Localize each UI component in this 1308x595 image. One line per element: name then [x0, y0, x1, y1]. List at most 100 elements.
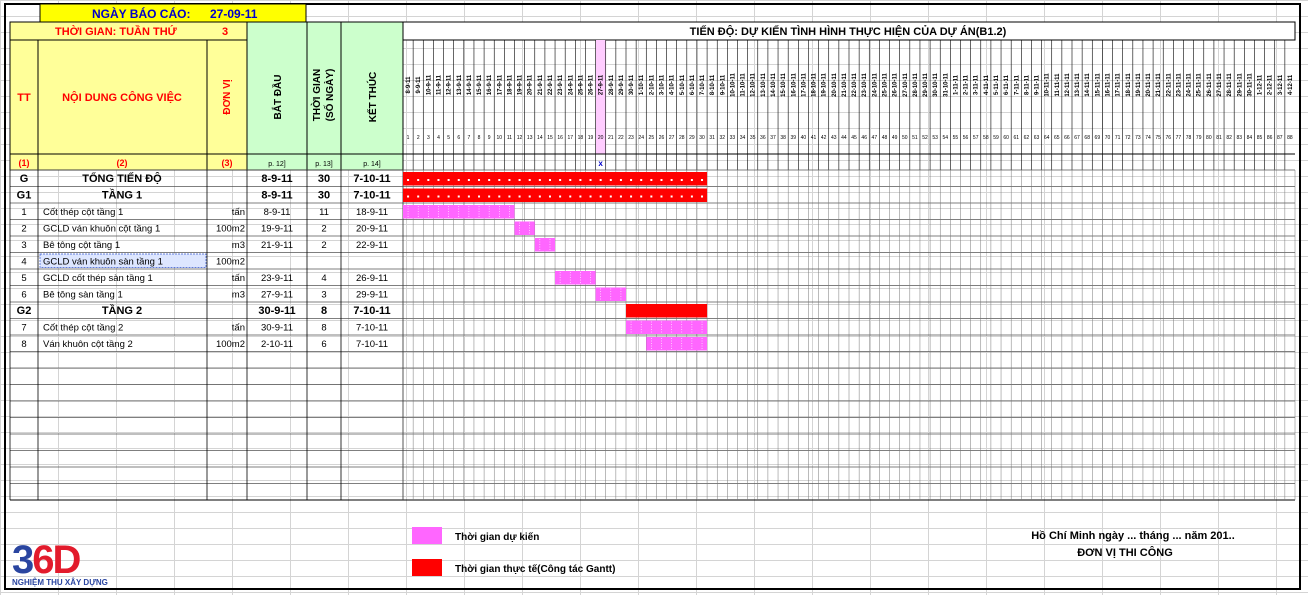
planned-bar — [646, 337, 708, 351]
day-index: 7 — [467, 135, 470, 141]
day-label: 10-9-11 — [426, 74, 432, 95]
actual-bar-dot — [589, 195, 592, 198]
cell-start: 30-9-11 — [258, 305, 295, 317]
cell-tt: 1 — [21, 207, 26, 218]
day-label: 14-10-11 — [771, 72, 777, 96]
day-label: 8-11-11 — [1024, 74, 1030, 95]
week-value: 3 — [222, 26, 228, 38]
day-label: 9-10-11 — [720, 74, 726, 95]
logo-mark-b: 6D — [32, 538, 81, 582]
actual-bar — [626, 304, 708, 318]
day-label: 17-11-11 — [1116, 73, 1122, 97]
day-index: 13 — [527, 135, 533, 141]
day-index: 47 — [872, 135, 878, 141]
day-index: 31 — [709, 135, 715, 141]
day-index: 73 — [1135, 135, 1141, 141]
day-label: 23-9-11 — [558, 74, 564, 95]
cell-end: 7-10-11 — [356, 339, 388, 350]
actual-bar-dot — [467, 195, 470, 198]
selected-cell[interactable] — [39, 253, 207, 268]
header-start: BẮT ĐẦU — [271, 75, 284, 120]
day-index: 38 — [780, 135, 786, 141]
day-index: 18 — [578, 135, 584, 141]
planned-bar — [514, 221, 535, 235]
index-row-left — [9, 153, 248, 171]
cell-unit: m3 — [232, 240, 245, 251]
day-index: 63 — [1034, 135, 1040, 141]
day-index: 35 — [750, 135, 756, 141]
cell-tt: G2 — [17, 305, 32, 317]
actual-bar-dot — [701, 179, 704, 181]
legend-planned-label: Thời gian dự kiến — [455, 531, 539, 543]
day-label: 26-11-11 — [1207, 73, 1213, 97]
cell-unit: 100m2 — [216, 257, 245, 268]
actual-bar-dot — [650, 179, 653, 181]
actual-bar-dot — [569, 195, 572, 198]
cell-tt: 8 — [21, 339, 26, 350]
day-index: 43 — [831, 135, 837, 141]
actual-bar-dot — [680, 195, 683, 198]
day-index: 15 — [547, 135, 553, 141]
day-label: 25-10-11 — [882, 72, 888, 96]
day-index: 33 — [730, 135, 736, 141]
cell-end: 18-9-11 — [356, 207, 388, 218]
actual-bar — [403, 172, 708, 186]
day-index: 21 — [608, 135, 614, 141]
day-label: 29-10-11 — [923, 72, 929, 96]
day-index: 77 — [1176, 135, 1182, 141]
cell-tt: G1 — [17, 190, 32, 202]
cell-tt: 5 — [21, 273, 26, 284]
day-index: 40 — [801, 135, 807, 141]
day-label: 18-11-11 — [1126, 73, 1132, 97]
cell-start: 8-9-11 — [264, 207, 291, 218]
cell-tt: 3 — [21, 240, 26, 251]
day-label: 28-9-11 — [609, 74, 615, 95]
actual-bar-dot — [701, 195, 704, 198]
day-label: 7-11-11 — [1014, 74, 1020, 95]
week-label: THỜI GIAN: TUẦN THỨ — [55, 25, 178, 38]
day-label: 22-9-11 — [548, 74, 554, 95]
legend-actual-label: Thời gian thực tế(Công tác Gantt) — [455, 563, 615, 575]
actual-bar-dot — [528, 195, 531, 198]
day-index: 11 — [507, 135, 512, 141]
index-1: (1) — [19, 158, 30, 168]
logo-mark: 36D — [12, 540, 112, 580]
day-label: 31-10-11 — [943, 72, 949, 96]
header-duration-2: (SỐ NGÀY) — [322, 69, 336, 122]
day-label: 22-10-11 — [852, 72, 858, 96]
day-label: 4-11-11 — [984, 74, 990, 95]
actual-bar-dot — [660, 195, 663, 198]
day-index: 72 — [1125, 135, 1131, 141]
day-index: 85 — [1257, 135, 1263, 141]
planned-bar — [534, 238, 556, 252]
day-index: 83 — [1236, 135, 1242, 141]
cell-start: 21-9-11 — [261, 240, 293, 251]
day-index: 65 — [1054, 135, 1060, 141]
actual-bar-dot — [640, 179, 643, 181]
actual-bar-dot — [417, 195, 420, 198]
actual-bar-dot — [640, 195, 643, 198]
day-label: 26-9-11 — [589, 74, 595, 95]
day-index: 44 — [841, 135, 847, 141]
cell-tt: 2 — [21, 224, 26, 235]
gantt-bars — [403, 172, 708, 351]
cell-name: GCLD ván khuôn sàn tầng 1 — [43, 257, 163, 268]
day-label: 19-10-11 — [822, 72, 828, 96]
index-2: (2) — [117, 158, 128, 168]
day-index: 51 — [912, 135, 918, 141]
day-label: 2-10-11 — [649, 74, 655, 95]
actual-bar-dot — [508, 179, 511, 181]
actual-bar-dot — [548, 195, 551, 198]
day-index: 82 — [1226, 135, 1232, 141]
day-label: 26-10-11 — [893, 72, 899, 96]
day-index: 50 — [902, 135, 908, 141]
day-label: 15-11-11 — [1095, 73, 1101, 97]
actual-bar-dot — [528, 179, 531, 181]
day-label: 1-10-11 — [639, 74, 645, 95]
cell-end: 7-10-11 — [356, 323, 388, 334]
actual-bar-dot — [538, 179, 541, 181]
day-label: 11-11-11 — [1055, 73, 1061, 97]
actual-bar-dot — [589, 179, 592, 181]
day-index: 56 — [963, 135, 969, 141]
day-label: 11-9-11 — [436, 74, 442, 95]
